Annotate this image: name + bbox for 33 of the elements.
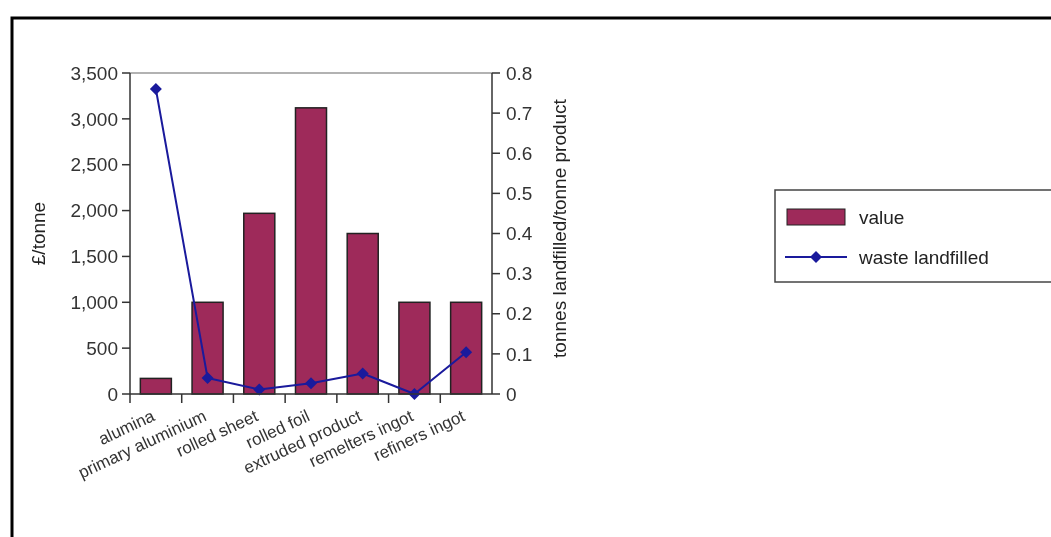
y2-tick-label: 0.2 bbox=[506, 303, 533, 325]
y2-tick-label: 0.6 bbox=[506, 142, 533, 164]
point bbox=[201, 371, 214, 384]
point bbox=[149, 83, 162, 96]
y-tick-label: 1,500 bbox=[70, 246, 118, 268]
point bbox=[356, 367, 369, 380]
bar bbox=[398, 301, 431, 395]
y2-tick-label: 0.4 bbox=[506, 223, 533, 245]
point bbox=[460, 346, 473, 359]
legend-label: waste landfilled bbox=[858, 246, 989, 268]
y-axis-title: £/tonne bbox=[28, 201, 49, 266]
y-tick-label: 3,500 bbox=[70, 62, 118, 84]
y2-tick-label: 0.7 bbox=[506, 102, 533, 124]
y2-tick-label: 0 bbox=[506, 383, 517, 405]
y2-axis-title: tonnes landfilled/tonne product bbox=[549, 98, 570, 358]
point bbox=[305, 377, 317, 390]
y-tick-label: 1,000 bbox=[70, 291, 118, 313]
y2-tick-label: 0.3 bbox=[506, 263, 533, 285]
y2-tick-label: 0.8 bbox=[506, 62, 533, 84]
legend-label: value bbox=[859, 206, 905, 228]
bar bbox=[346, 232, 379, 395]
bar bbox=[243, 212, 276, 395]
y-tick-label: 2,500 bbox=[70, 154, 118, 176]
y2-tick-label: 0.5 bbox=[506, 183, 533, 205]
bar bbox=[191, 301, 224, 395]
y-tick-label: 2,000 bbox=[70, 200, 118, 222]
y-tick-label: 3,000 bbox=[70, 108, 118, 130]
bar bbox=[294, 107, 328, 395]
point bbox=[253, 383, 266, 396]
y-tick-label: 0 bbox=[107, 383, 118, 405]
bar bbox=[449, 301, 483, 395]
y2-tick-label: 0.1 bbox=[506, 343, 533, 365]
y-tick-label: 500 bbox=[86, 337, 118, 359]
